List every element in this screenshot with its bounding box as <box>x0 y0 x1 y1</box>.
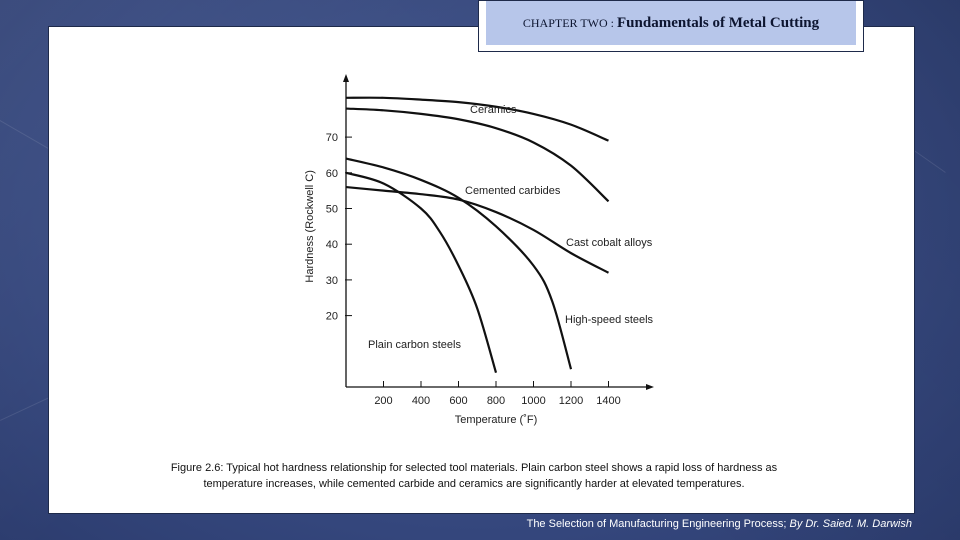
cemented-carbides-label: Cemented carbides <box>465 185 561 197</box>
ceramics-label: Ceramics <box>470 104 517 116</box>
chapter-title: CHAPTER TWO : Fundamentals of Metal Cutt… <box>486 1 856 45</box>
content-panel <box>48 26 915 514</box>
figure-caption: Figure 2.6: Typical hot hardness relatio… <box>170 462 778 490</box>
y-tick-label: 70 <box>326 132 338 144</box>
ceramics-line <box>345 96 609 142</box>
slide-footer: The Selection of Manufacturing Engineeri… <box>527 518 912 530</box>
x-tick-label: 600 <box>449 395 467 407</box>
y-tick-label: 60 <box>326 168 338 180</box>
x-axis-arrow <box>646 384 654 390</box>
chapter-title-text: Fundamentals of Metal Cutting <box>617 14 820 31</box>
x-tick-label: 1200 <box>559 395 583 407</box>
x-tick-label: 200 <box>374 395 392 407</box>
x-tick-label: 400 <box>412 395 430 407</box>
footer-author: By Dr. Saied. M. Darwish <box>789 518 912 530</box>
y-axis-label: Hardness (Rockwell C) <box>304 170 316 282</box>
high-speed-steels-line <box>345 157 573 370</box>
cast-cobalt-alloys-label: Cast cobalt alloys <box>566 237 653 249</box>
chapter-title-box: CHAPTER TWO : Fundamentals of Metal Cutt… <box>478 0 864 52</box>
y-tick-label: 50 <box>326 204 338 216</box>
high-speed-steels-label: High-speed steels <box>565 314 654 326</box>
plain-carbon-steels-line <box>345 171 498 374</box>
y-axis-arrow <box>343 74 349 82</box>
x-tick-label: 1400 <box>596 395 620 407</box>
chapter-label: CHAPTER TWO : <box>522 15 615 30</box>
x-axis-label: Temperature (˚F) <box>455 414 538 426</box>
x-tick-label: 1000 <box>521 395 545 407</box>
x-tick-label: 800 <box>487 395 505 407</box>
y-tick-label: 30 <box>326 275 338 287</box>
y-tick-label: 20 <box>326 311 338 323</box>
plain-carbon-steels-label: Plain carbon steels <box>368 339 461 351</box>
cast-cobalt-alloys-line <box>345 185 610 274</box>
footer-text: The Selection of Manufacturing Engineeri… <box>526 518 787 530</box>
y-tick-label: 40 <box>326 239 338 251</box>
hardness-chart: 200 400 600 800 1000 1200 1400 20 30 40 50 60 70 Temp… <box>304 74 654 426</box>
cemented-carbides-line <box>345 107 610 203</box>
